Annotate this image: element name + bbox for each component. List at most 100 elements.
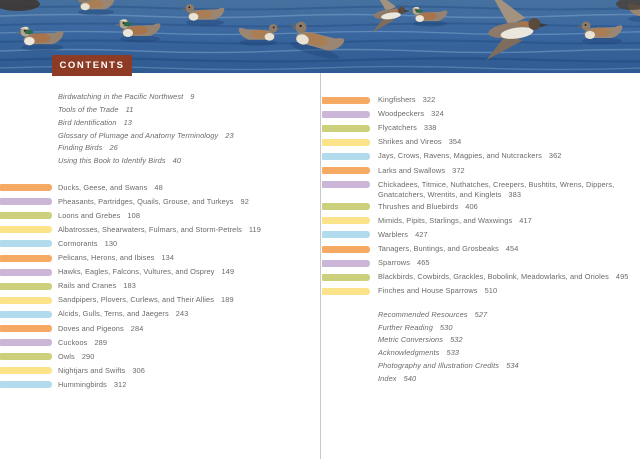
toc-entry-label: Ducks, Geese, and Swans xyxy=(58,182,148,192)
toc-entry-label: Finches and House Sparrows xyxy=(378,286,478,296)
toc-section-entry: Hummingbirds 312 xyxy=(0,380,640,404)
toc-section-entry: Cuckoos 289 xyxy=(0,338,640,362)
toc-entry-page: 540 xyxy=(403,373,417,383)
toc-entry-page: 322 xyxy=(422,95,436,104)
toc-italic-entry: Photography and Illustration Credits 534 xyxy=(0,361,640,385)
toc-entry-label: Cuckoos xyxy=(58,337,88,347)
toc-entry-label: Glossary of Plumage and Anatomy Terminol… xyxy=(58,130,219,140)
toc-entry-page: 243 xyxy=(175,309,189,319)
toc-entry-page: 48 xyxy=(154,182,163,192)
toc-entry-label: Cormorants xyxy=(58,238,98,248)
toc-entry-label: Tools of the Trade xyxy=(58,104,119,114)
category-color-bar xyxy=(322,245,370,253)
toc-entry-label: Sandpipers, Plovers, Curlews, and Their … xyxy=(58,295,215,305)
toc-entry-page: 23 xyxy=(225,130,234,140)
toc-entry-label: Owls xyxy=(58,351,75,361)
toc-entry-page: 465 xyxy=(417,258,430,268)
toc-entry-page: 510 xyxy=(484,286,498,296)
toc-entry-page: 306 xyxy=(132,365,145,375)
toc-italic-entry: Index 540 xyxy=(0,374,640,398)
toc-entry-label: Further Reading xyxy=(378,322,433,332)
toc-entry-page: 406 xyxy=(465,201,478,211)
toc-italic-entry: Bird Identification 13 xyxy=(0,118,640,142)
toc-section-entry: Woodpeckers 324 xyxy=(0,109,640,133)
category-color-bar xyxy=(322,110,370,118)
toc-section-entry: Hawks, Eagles, Falcons, Vultures, and Os… xyxy=(0,267,640,291)
toc-italic-entry: Birdwatching in the Pacific Northwest 9 xyxy=(0,92,640,116)
toc-entry-label: Using this Book to Identify Birds xyxy=(58,156,166,166)
category-color-bar xyxy=(0,325,52,332)
category-color-bar xyxy=(0,254,52,262)
toc-entry-label: Blackbirds, Cowbirds, Grackles, Bobolink… xyxy=(378,272,609,282)
toc-entry-label: Flycatchers xyxy=(378,123,417,133)
toc-entry-page: 533 xyxy=(446,348,460,358)
category-color-bar xyxy=(322,203,370,211)
toc-entry-label: Tanagers, Buntings, and Grosbeaks xyxy=(378,244,499,253)
toc-entry-page: 130 xyxy=(104,238,118,248)
toc-entry-label: Chickadees, Titmice, Nuthatches, Creeper… xyxy=(378,179,615,200)
toc-entry-label: Acknowledgments xyxy=(378,348,440,358)
toc-italic-entry: Metric Conversions 532 xyxy=(0,335,640,359)
toc-section-entry: Jays, Crows, Ravens, Magpies, and Nutcra… xyxy=(0,151,640,175)
toc-entry-label: Warblers xyxy=(378,229,409,239)
toc-italic-entry: Further Reading 530 xyxy=(0,323,640,347)
toc-entry-label: Woodpeckers xyxy=(378,109,425,119)
toc-section-entry: Larks and Swallows 372 xyxy=(0,166,640,190)
toc-section-entry: Warblers 427 xyxy=(0,230,640,254)
category-color-bar xyxy=(0,198,52,206)
toc-entry-page: 134 xyxy=(161,253,175,262)
toc-entry-label: Alcids, Gulls, Terns, and Jaegers xyxy=(58,309,169,319)
toc-entry-page: 532 xyxy=(450,335,463,345)
toc-entry-page: 183 xyxy=(123,281,136,291)
toc-section-entry: Sandpipers, Plovers, Curlews, and Their … xyxy=(0,295,640,319)
toc-entry-label: Pelicans, Herons, and Ibises xyxy=(58,253,155,262)
category-color-bar xyxy=(322,124,370,132)
toc-section-entry: Doves and Pigeons 284 xyxy=(0,324,640,348)
toc-entry-page: 362 xyxy=(548,151,562,161)
toc-entry-label: Finding Birds xyxy=(58,143,103,153)
toc-entry-page: 290 xyxy=(81,351,95,361)
toc-entry-page: 427 xyxy=(415,229,428,239)
category-color-bar xyxy=(0,310,52,318)
toc-italic-entry: Recommended Resources 527 xyxy=(0,310,640,334)
toc-entry-label: Mimids, Pipits, Starlings, and Waxwings xyxy=(378,215,513,225)
category-color-bar xyxy=(0,367,52,375)
toc-entry-page: 119 xyxy=(248,224,261,234)
toc-entry-page: 189 xyxy=(221,295,234,305)
toc-italic-entry: Acknowledgments 533 xyxy=(0,348,640,372)
toc-entry-label: Index xyxy=(378,373,397,383)
toc-italic-entry: Tools of the Trade 11 xyxy=(0,105,640,129)
contents-header-label: CONTENTS xyxy=(59,60,125,71)
toc-section-entry: Ducks, Geese, and Swans 48 xyxy=(0,183,640,207)
toc-section-entry: Pheasants, Partridges, Quails, Grouse, a… xyxy=(0,197,640,221)
toc-section-entry: Loons and Grebes 108 xyxy=(0,211,640,235)
category-color-bar xyxy=(322,167,370,174)
toc-entry-label: Recommended Resources xyxy=(378,310,468,319)
toc-entry-page: 354 xyxy=(448,137,462,147)
toc-entry-label: Kingfishers xyxy=(378,95,416,104)
toc-entry-label: Bird Identification xyxy=(58,117,117,127)
toc-section-entry: Sparrows 465 xyxy=(0,258,640,282)
category-color-bar xyxy=(322,287,370,295)
toc-section-entry: Flycatchers 338 xyxy=(0,123,640,147)
toc-entry-page: 534 xyxy=(506,360,519,370)
toc-entry-page: 149 xyxy=(221,267,235,277)
category-color-bar xyxy=(322,259,370,267)
toc-entry-page: 108 xyxy=(127,210,141,220)
toc-entry-page: 372 xyxy=(452,165,465,175)
toc-entry-label: Metric Conversions xyxy=(378,335,444,345)
toc-entry-label: Birdwatching in the Pacific Northwest xyxy=(58,92,184,101)
toc-section-entry: Mimids, Pipits, Starlings, and Waxwings 4… xyxy=(0,216,640,240)
category-color-bar xyxy=(0,240,52,248)
toc-section-entry: Blackbirds, Cowbirds, Grackles, Bobolink… xyxy=(0,272,640,296)
toc-entry-page: 454 xyxy=(505,244,519,253)
category-color-bar xyxy=(0,226,52,234)
contents-header: CONTENTS xyxy=(52,55,132,76)
toc-entry-page: 40 xyxy=(172,156,182,166)
toc-entry-label: Shrikes and Vireos xyxy=(378,137,442,147)
category-color-bar xyxy=(322,273,370,281)
category-color-bar xyxy=(0,296,52,304)
toc-entry-label: Thrushes and Bluebirds xyxy=(378,201,459,211)
category-color-bar xyxy=(0,268,52,276)
toc-section-entry: Kingfishers 322 xyxy=(0,95,640,119)
